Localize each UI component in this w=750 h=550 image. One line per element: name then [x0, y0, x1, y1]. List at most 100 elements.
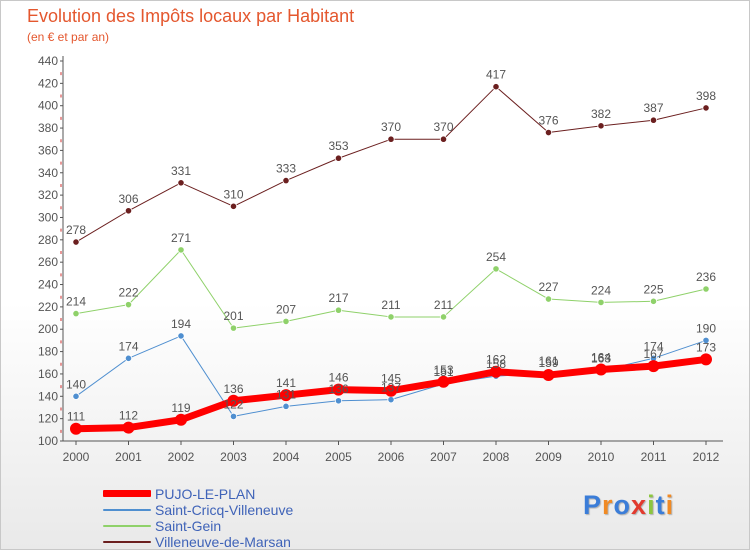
data-label-saint-cricq-villeneuve: 163 [591, 352, 611, 366]
data-point-saint-gein [649, 297, 658, 305]
data-point-pujo-le-plan [122, 421, 135, 434]
data-point-pujo-le-plan [700, 353, 712, 366]
data-label-villeneuve-de-marsan: 370 [433, 120, 453, 134]
data-label-saint-gein: 254 [486, 250, 506, 264]
data-label-pujo-le-plan: 119 [171, 401, 190, 415]
data-label-saint-cricq-villeneuve: 151 [433, 365, 453, 379]
data-label-pujo-le-plan: 159 [538, 356, 558, 370]
y-tick-label: 120 [38, 412, 58, 426]
data-label-saint-gein: 211 [434, 298, 453, 312]
data-point-pujo-le-plan [542, 369, 555, 382]
data-label-pujo-le-plan: 173 [696, 340, 716, 354]
data-label-pujo-le-plan: 167 [643, 347, 663, 361]
y-tick-label: 320 [38, 188, 58, 202]
y-tick-label: 240 [38, 278, 58, 292]
logo-letter: t [655, 490, 666, 520]
data-point-saint-cricq-villeneuve [72, 392, 80, 400]
data-label-saint-gein: 224 [591, 283, 611, 297]
data-point-saint-gein [124, 301, 133, 309]
data-point-villeneuve-de-marsan [597, 122, 605, 130]
data-label-saint-cricq-villeneuve: 122 [223, 397, 243, 411]
data-point-pujo-le-plan [227, 394, 240, 407]
data-point-saint-cricq-villeneuve [124, 354, 133, 362]
logo-letter: o [613, 490, 632, 520]
x-tick-label: 2007 [430, 450, 457, 464]
legend-swatch-saint-gein [103, 525, 151, 527]
y-tick-label: 100 [38, 434, 58, 448]
data-point-saint-gein [597, 298, 605, 307]
data-point-saint-gein [439, 313, 448, 321]
data-point-saint-gein [177, 246, 185, 254]
data-label-villeneuve-de-marsan: 376 [538, 114, 558, 128]
data-label-saint-cricq-villeneuve: 174 [643, 339, 663, 353]
logo-letter: i [665, 490, 675, 520]
data-label-villeneuve-de-marsan: 370 [381, 120, 401, 134]
data-label-pujo-le-plan: 141 [276, 376, 296, 390]
data-label-villeneuve-de-marsan: 310 [223, 187, 243, 201]
data-label-villeneuve-de-marsan: 333 [276, 162, 296, 176]
data-label-saint-gein: 225 [643, 282, 663, 296]
y-tick-label: 400 [38, 99, 58, 113]
x-tick-label: 2006 [378, 450, 405, 464]
data-point-saint-gein [72, 309, 80, 318]
data-label-saint-gein: 227 [538, 280, 558, 294]
data-label-saint-cricq-villeneuve: 131 [276, 387, 296, 401]
data-label-pujo-le-plan: 162 [486, 353, 506, 367]
data-point-villeneuve-de-marsan [124, 207, 133, 215]
legend-label-pujo-le-plan: PUJO-LE-PLAN [155, 486, 256, 502]
y-tick-label: 340 [38, 166, 58, 180]
y-tick-label: 140 [38, 389, 58, 403]
data-label-saint-gein: 214 [66, 295, 86, 309]
y-tick-label: 300 [38, 210, 58, 224]
x-tick-label: 2010 [588, 450, 615, 464]
data-point-villeneuve-de-marsan [492, 83, 500, 91]
data-label-saint-gein: 201 [223, 309, 243, 323]
y-tick-label: 220 [38, 300, 58, 314]
x-tick-label: 2008 [483, 450, 510, 464]
data-label-saint-cricq-villeneuve: 158 [486, 357, 506, 371]
data-point-pujo-le-plan [595, 363, 607, 376]
y-tick-label: 260 [38, 255, 58, 269]
data-point-villeneuve-de-marsan [439, 135, 448, 143]
y-tick-label: 200 [38, 322, 58, 336]
chart-series [70, 83, 712, 435]
data-point-saint-gein [702, 285, 710, 293]
data-label-villeneuve-de-marsan: 331 [171, 164, 191, 178]
data-point-saint-gein [544, 295, 553, 303]
data-point-pujo-le-plan [490, 365, 502, 378]
data-point-pujo-le-plan [385, 384, 397, 397]
chart-data-labels: 278 306 331 310 333 353 370 370 417 376 382 387 398 2… [66, 68, 716, 424]
data-point-saint-gein [492, 265, 500, 273]
legend-swatch-villeneuve-de-marsan [103, 541, 151, 543]
data-label-pujo-le-plan: 112 [119, 409, 138, 423]
data-label-saint-cricq-villeneuve: 140 [66, 377, 86, 391]
data-label-saint-cricq-villeneuve: 194 [171, 317, 191, 331]
data-label-villeneuve-de-marsan: 353 [328, 139, 348, 153]
logo-letter: P [583, 490, 603, 520]
data-label-saint-cricq-villeneuve: 190 [696, 321, 716, 335]
data-label-saint-cricq-villeneuve: 136 [328, 382, 348, 396]
x-tick-label: 2012 [693, 450, 720, 464]
data-point-saint-gein [387, 313, 395, 321]
data-label-saint-gein: 217 [328, 291, 348, 305]
data-label-saint-gein: 211 [381, 298, 400, 312]
data-label-pujo-le-plan: 153 [433, 363, 453, 377]
chart-title: Evolution des Impôts locaux par Habitant [27, 6, 355, 26]
data-point-saint-cricq-villeneuve [229, 412, 238, 421]
data-label-villeneuve-de-marsan: 398 [696, 89, 716, 103]
y-tick-label: 380 [38, 121, 58, 135]
x-tick-label: 2000 [63, 450, 90, 464]
x-tick-label: 2004 [273, 450, 300, 464]
data-point-saint-gein [282, 317, 290, 326]
data-point-villeneuve-de-marsan [387, 135, 395, 143]
data-label-saint-cricq-villeneuve: 174 [118, 339, 138, 353]
x-tick-label: 2011 [641, 450, 667, 464]
data-label-pujo-le-plan: 164 [591, 350, 611, 364]
y-tick-label: 360 [38, 143, 58, 157]
data-label-saint-cricq-villeneuve: 161 [538, 354, 558, 368]
chart-subtitle: (en € et par an) [27, 30, 110, 44]
legend-label-villeneuve-de-marsan: Villeneuve-de-Marsan [155, 534, 291, 550]
data-point-villeneuve-de-marsan [702, 104, 710, 112]
